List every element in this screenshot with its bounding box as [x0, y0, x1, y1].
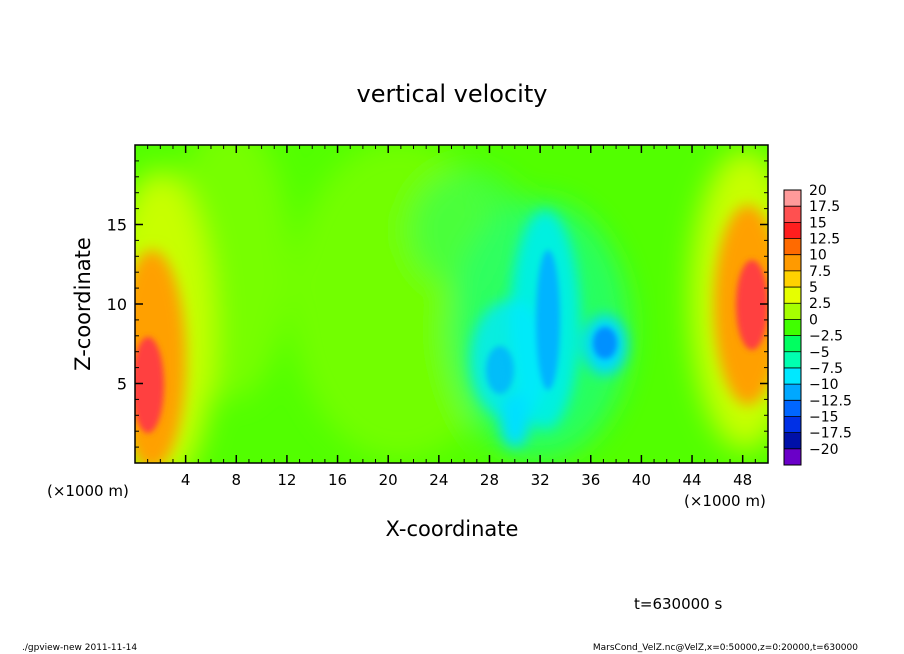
x-tick-label-11: 48	[733, 471, 752, 489]
x-tick-label-1: 8	[232, 471, 242, 489]
colorbar-label-14: −15	[809, 409, 839, 425]
colorbar-swatch-3	[784, 238, 801, 256]
colorbar-label-3: 12.5	[809, 232, 840, 248]
colorbar-label-13: −12.5	[809, 393, 852, 409]
footer-left: ./gpview-new 2011-11-14	[22, 643, 137, 653]
colorbar-label-8: 0	[809, 312, 818, 328]
colorbar-swatch-15	[784, 432, 801, 450]
colorbar-label-16: −20	[809, 442, 839, 458]
colorbar-swatch-16	[784, 448, 801, 466]
colorbar-label-2: 15	[809, 215, 827, 231]
x-tick-label-4: 20	[379, 471, 398, 489]
x-unit-left: (×1000 m)	[47, 482, 129, 500]
colorbar-swatch-1	[784, 206, 801, 223]
colorbar-swatch-9	[784, 335, 801, 353]
y-axis-label: Z-coordinate	[71, 237, 95, 371]
colorbar-label-0: 20	[809, 183, 827, 199]
x-tick-label-9: 40	[632, 471, 651, 489]
colorbar-label-7: 2.5	[809, 296, 831, 312]
colorbar-label-12: −10	[809, 377, 839, 393]
colorbar-swatch-4	[784, 254, 801, 272]
y-tick-label-1: 10	[107, 295, 127, 314]
colorbar-swatch-10	[784, 351, 801, 369]
x-tick-label-10: 44	[682, 471, 701, 489]
y-tick-label-0: 5	[117, 375, 127, 394]
x-tick-label-5: 24	[429, 471, 448, 489]
colorbar-swatch-6	[784, 287, 801, 304]
colorbar-label-5: 7.5	[809, 264, 831, 280]
x-axis-ticks: 4 8 12 16 20 24 28 32 36 40 44 48	[147, 145, 756, 489]
x-tick-label-8: 36	[581, 471, 600, 489]
x-tick-label-6: 28	[480, 471, 499, 489]
colorbar-swatch-0	[784, 190, 801, 207]
colorbar-label-4: 10	[809, 248, 827, 264]
colorbar-swatch-13	[784, 400, 801, 417]
chart-title: vertical velocity	[357, 80, 548, 108]
x-tick-label-3: 16	[328, 471, 347, 489]
heatmap-field	[135, 145, 768, 463]
x-tick-label-7: 32	[531, 471, 550, 489]
colorbar-label-10: −5	[809, 345, 830, 361]
time-label: t=630000 s	[634, 595, 722, 613]
colorbar-label-9: −2.5	[809, 329, 843, 345]
y-tick-label-2: 15	[107, 216, 127, 235]
colorbar-swatch-2	[784, 222, 801, 240]
colorbar-label-11: −7.5	[809, 361, 843, 377]
colorbar-label-6: 5	[809, 280, 818, 296]
x-tick-label-0: 4	[181, 471, 191, 489]
colorbar-swatch-12	[784, 384, 801, 401]
colorbar-swatch-11	[784, 367, 801, 385]
x-axis-label: X-coordinate	[386, 517, 519, 541]
footer-right: MarsCond_VelZ.nc@VelZ,x=0:50000,z=0:2000…	[593, 643, 858, 653]
colorbar: 2017.51512.5107.552.50−2.5−5−7.5−10−12.5…	[783, 183, 852, 466]
colorbar-swatch-14	[784, 416, 801, 434]
x-tick-label-2: 12	[277, 471, 296, 489]
colorbar-label-15: −17.5	[809, 426, 852, 442]
colorbar-swatch-8	[784, 319, 801, 337]
colorbar-swatch-7	[784, 303, 801, 320]
colorbar-swatch-5	[784, 270, 801, 288]
x-unit-right: (×1000 m)	[684, 492, 766, 510]
y-axis-ticks: 5 10 15	[107, 160, 768, 448]
colorbar-label-1: 17.5	[809, 199, 840, 215]
